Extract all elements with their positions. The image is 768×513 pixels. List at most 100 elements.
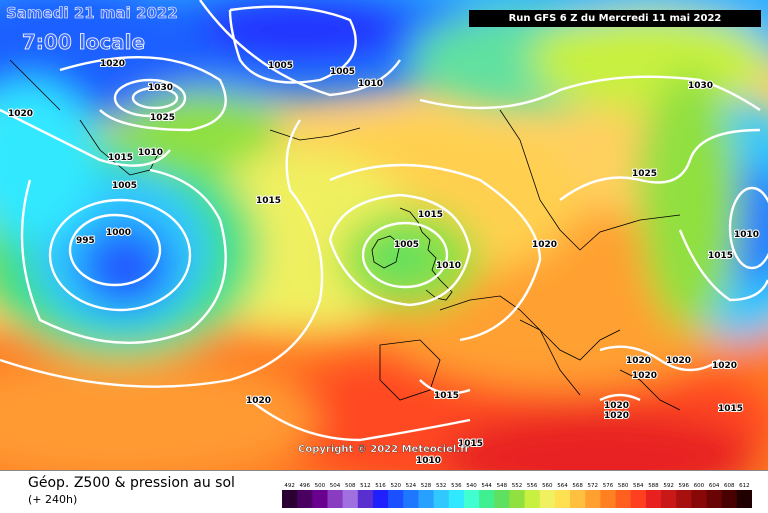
legend-tick-label: 596 — [679, 483, 690, 489]
legend-tick-label: 540 — [466, 483, 477, 489]
isobar-label: 1010 — [138, 148, 163, 158]
legend-tick-label: 572 — [588, 483, 599, 489]
legend-swatch — [403, 490, 419, 508]
legend-tick-label: 564 — [557, 483, 568, 489]
isobar-label: 1015 — [256, 196, 281, 206]
isobar-label: 1010 — [436, 261, 461, 271]
isobar-label: 1005 — [268, 61, 293, 71]
isobar-label: 1020 — [666, 356, 691, 366]
legend-swatch — [433, 490, 450, 508]
legend-tick-label: 508 — [345, 483, 356, 489]
legend-swatch — [645, 490, 662, 508]
isobar-label: 1020 — [604, 401, 629, 411]
forecast-date: Samedi 21 mai 2022 — [6, 4, 178, 23]
isobar-label: 1010 — [734, 230, 759, 240]
legend-tick-label: 588 — [648, 483, 659, 489]
legend-tick-label: 516 — [375, 483, 386, 489]
isobar-label: 1010 — [416, 456, 441, 466]
isobar-label: 1030 — [148, 83, 173, 93]
legend-tick-label: 608 — [724, 483, 735, 489]
isobar-label: 1005 — [112, 181, 137, 191]
legend-tick-label: 580 — [618, 483, 629, 489]
legend-tick-label: 592 — [663, 483, 674, 489]
isobar-label: 1005 — [394, 240, 419, 250]
legend-tick-label: 600 — [694, 483, 705, 489]
legend-swatch — [312, 490, 328, 508]
isobar-label: 1015 — [458, 439, 483, 449]
isobar-label: 1015 — [434, 391, 459, 401]
isobar-label: 1015 — [108, 153, 133, 163]
legend-tick-label: 560 — [542, 483, 553, 489]
isobar-label: 1020 — [100, 59, 125, 69]
legend-swatch — [630, 490, 647, 508]
legend-swatch — [372, 490, 389, 508]
isobar-label: 1025 — [632, 169, 657, 179]
isobar-label: 1020 — [604, 411, 629, 421]
copyright: Copyright © 2022 Meteociel.fr — [298, 444, 470, 455]
isobar-label: 1025 — [150, 113, 175, 123]
isobar-label: 995 — [76, 236, 95, 246]
legend-tick-label: 536 — [451, 483, 462, 489]
legend-swatch — [342, 490, 359, 508]
legend-swatch — [736, 490, 752, 508]
legend-swatch — [539, 490, 556, 508]
legend-swatch — [479, 490, 495, 508]
legend-tick-label: 532 — [436, 483, 447, 489]
isobar-label: 1015 — [708, 251, 733, 261]
legend-tick-label: 556 — [527, 483, 538, 489]
legend-swatch — [509, 490, 526, 508]
coastlines — [9, 59, 681, 411]
isobar-label: 1000 — [106, 228, 131, 238]
legend-tick-label: 568 — [572, 483, 583, 489]
product-label: Géop. Z500 & pression au sol — [28, 475, 235, 491]
lead-time: (+ 240h) — [28, 493, 78, 506]
legend-tick-label: 584 — [633, 483, 644, 489]
legend-tick-label: 500 — [315, 483, 326, 489]
weather-map: 1020 1020 1030 1025 1015 1010 1005 1005 … — [0, 0, 768, 470]
legend-tick-label: 504 — [330, 483, 341, 489]
run-info: Run GFS 6 Z du Mercredi 11 mai 2022 — [469, 10, 761, 27]
legend-swatch — [615, 490, 632, 508]
isobar-label: 1020 — [632, 371, 657, 381]
isobar-label: 1005 — [330, 67, 355, 77]
legend-tick-label: 576 — [603, 483, 614, 489]
legend-swatch — [357, 490, 374, 508]
legend-tick-label: 524 — [406, 483, 417, 489]
isobar-label: 1030 — [688, 81, 713, 91]
isobar-label: 1010 — [358, 79, 383, 89]
legend-swatch — [721, 490, 738, 508]
legend-swatch — [282, 490, 298, 508]
isobar-label: 1020 — [8, 109, 33, 119]
legend-tick-label: 604 — [709, 483, 720, 489]
isobar-label: 1020 — [246, 396, 271, 406]
legend-swatch — [600, 490, 617, 508]
legend-tick-label: 612 — [739, 483, 750, 489]
legend-tick-label: 492 — [284, 483, 295, 489]
geopotential-field — [0, 0, 768, 470]
legend-swatch — [554, 490, 571, 508]
color-legend: 492 496 500 504 508 512 516 520 524 528 532 536 540 5… — [282, 483, 752, 508]
legend-swatch — [706, 490, 723, 508]
legend-swatch — [388, 490, 404, 508]
legend-swatch — [327, 490, 344, 508]
legend-tick-label: 552 — [512, 483, 523, 489]
legend-tick-label: 496 — [299, 483, 310, 489]
legend-tick-label: 548 — [497, 483, 508, 489]
local-time: 7:00 locale — [22, 30, 146, 55]
legend-swatch — [676, 490, 692, 508]
legend-swatch — [661, 490, 677, 508]
legend-swatch — [524, 490, 541, 508]
isobar-labels: 1020 1020 1030 1025 1015 1010 1005 1005 … — [7, 58, 760, 467]
legend-swatch — [494, 490, 510, 508]
legend-tick-label: 512 — [360, 483, 371, 489]
legend-swatch — [297, 490, 313, 508]
legend-swatch — [691, 490, 708, 508]
legend-swatch — [463, 490, 480, 508]
isobar-label: 1020 — [712, 361, 737, 371]
legend-swatch — [448, 490, 465, 508]
isobar-label: 1020 — [532, 240, 557, 250]
legend-tick-label: 520 — [390, 483, 401, 489]
isobars — [0, 0, 768, 442]
isobar-label: 1020 — [626, 356, 651, 366]
legend-swatch — [570, 490, 586, 508]
